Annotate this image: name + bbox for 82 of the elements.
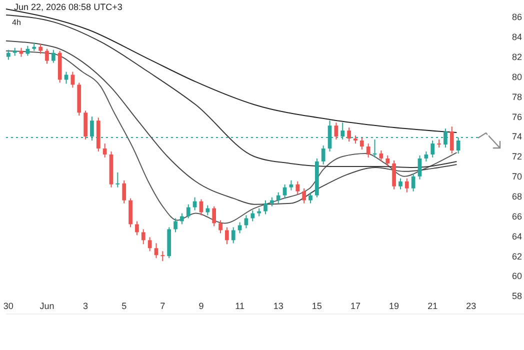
x-tick-label: 21 xyxy=(428,301,438,311)
candlestick xyxy=(218,220,222,234)
candlestick xyxy=(141,228,146,245)
x-tick-label: 11 xyxy=(235,301,244,311)
candlestick xyxy=(116,172,120,188)
y-tick-label: 84 xyxy=(512,32,522,42)
annotation: Jun 22, 2026 08:58 UTC+3 xyxy=(14,2,122,12)
y-tick-label: 58 xyxy=(512,291,522,302)
annotation: 4h xyxy=(12,18,21,27)
candlestick xyxy=(430,140,435,158)
x-tick-label: 30 xyxy=(3,301,14,311)
y-tick-label: 82 xyxy=(512,52,522,62)
candlestick xyxy=(424,150,428,162)
candlestick xyxy=(45,48,49,64)
candlestick xyxy=(186,204,190,219)
candlestick xyxy=(334,122,338,140)
candlestick xyxy=(308,192,312,204)
candlestick xyxy=(84,110,88,140)
candlestick xyxy=(231,226,236,244)
x-tick-label: 17 xyxy=(350,301,360,311)
candlestick xyxy=(276,192,280,204)
candlestick xyxy=(38,43,42,54)
candlestick xyxy=(206,204,210,216)
y-tick-label: 66 xyxy=(512,211,522,222)
candlestick xyxy=(51,49,56,64)
candlestick xyxy=(321,145,326,165)
y-tick-label: 62 xyxy=(512,251,522,262)
candlestick xyxy=(192,196,197,211)
candlestick xyxy=(392,160,396,190)
y-tick-label: 86 xyxy=(512,12,522,22)
candlestick xyxy=(238,222,242,234)
y-tick-label: 80 xyxy=(512,72,522,82)
y-tick-label: 72 xyxy=(512,152,522,162)
candlestick xyxy=(128,198,132,228)
candlestick xyxy=(282,184,287,199)
x-tick-label: Jun xyxy=(40,301,54,311)
x-tick-label: 9 xyxy=(198,301,204,311)
candlestick xyxy=(250,210,255,222)
x-tick-label: 3 xyxy=(83,301,88,311)
candlestick xyxy=(366,143,370,158)
y-tick-label: 60 xyxy=(512,271,522,282)
x-tick-label: 7 xyxy=(160,301,166,311)
candlestick xyxy=(450,126,454,154)
candlestick xyxy=(386,154,390,167)
candlestick xyxy=(6,49,10,60)
candlestick xyxy=(404,178,409,193)
line-series xyxy=(6,40,458,205)
x-tick-label: 23 xyxy=(466,301,476,311)
x-tick-label: 19 xyxy=(389,301,400,311)
candlestick xyxy=(174,218,178,233)
candlestick xyxy=(296,180,300,195)
candlestick xyxy=(347,127,351,142)
candlestick xyxy=(180,212,184,225)
x-tick-label: 5 xyxy=(122,301,127,311)
candlestick xyxy=(360,137,364,150)
candlestick xyxy=(411,172,416,192)
y-tick-label: 64 xyxy=(512,231,522,242)
candlestick xyxy=(379,150,384,162)
candlestick xyxy=(398,178,402,190)
y-tick-label: 78 xyxy=(512,92,522,102)
candlestick xyxy=(122,180,126,204)
candlestick xyxy=(289,180,294,191)
candlestick xyxy=(154,242,158,259)
candlestick xyxy=(199,198,204,216)
y-tick-label: 74 xyxy=(512,132,522,142)
y-tick-label: 68 xyxy=(512,191,522,202)
candlestick xyxy=(160,250,165,262)
candlestick xyxy=(26,45,30,56)
candlestick xyxy=(212,206,216,227)
candlestick xyxy=(225,226,229,245)
candlestick xyxy=(135,220,139,236)
x-tick-label: 15 xyxy=(312,301,322,311)
candlestick xyxy=(372,139,377,158)
x-tick-label: 13 xyxy=(273,301,284,311)
candlestick xyxy=(264,200,268,215)
candlestick xyxy=(418,154,422,180)
candlestick xyxy=(148,236,152,252)
y-tick-label: 76 xyxy=(512,112,522,122)
candlestick xyxy=(102,143,107,158)
y-tick-label: 70 xyxy=(512,172,522,182)
candlestick xyxy=(302,188,306,204)
line-series xyxy=(6,14,458,168)
